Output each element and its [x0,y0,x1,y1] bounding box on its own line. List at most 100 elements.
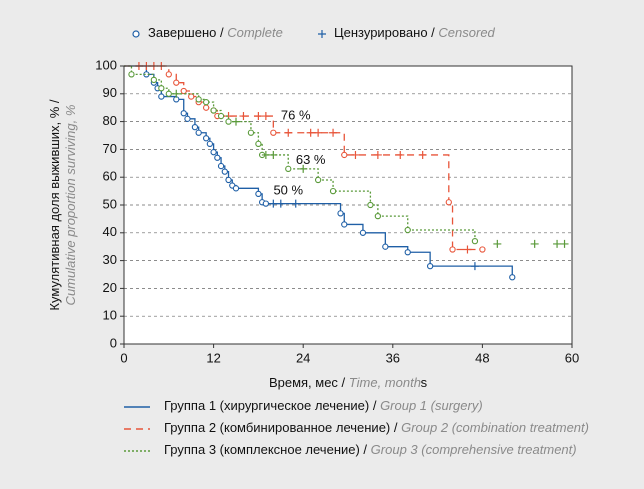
censored-marker [560,239,569,248]
censored-marker [329,128,338,137]
event-marker [217,112,225,120]
x-axis-label-part: Время, мес / [269,375,346,390]
censored-marker [269,150,278,159]
event-marker [270,129,277,136]
event-marker [374,212,382,220]
censored-marker [314,128,323,137]
event-marker [367,201,374,209]
event-marker [225,118,232,125]
y-axis-label-en-part: Cumulative proportion surviving, % [63,105,78,306]
legend-label-part: Группа 2 (комбинированное лечение) / [164,420,398,435]
event-marker [232,185,240,192]
x-tick-label: 60 [565,350,579,365]
legend-label: Группа 2 (комбинированное лечение) / Gro… [164,420,589,435]
censored-marker [373,150,382,159]
legend-label-part: Группа 3 (комплексное лечение) / [164,442,367,457]
event-marker [479,246,486,253]
censored-marker [470,262,479,271]
annotation: 76 % [281,107,311,122]
event-marker [255,190,262,198]
censored-marker [269,199,278,208]
event-marker [382,243,389,250]
legend-label: Группа 3 (комплексное лечение) / Group 3… [164,442,577,457]
event-marker [195,96,202,103]
y-tick-label: 30 [103,252,117,267]
survival-curve [124,65,483,251]
censored-marker [276,199,285,208]
event-marker [221,168,228,175]
x-tick-label: 12 [206,350,220,365]
censored-marker [396,150,405,159]
legend-label: Завершено / Complete [148,25,283,40]
legend-label-part: Group 1 (surgery) [380,398,483,413]
event-marker [509,274,516,281]
event-marker [471,237,479,245]
censored-marker [291,199,300,208]
legend-label-part: Complete [227,25,283,40]
event-marker [337,210,344,217]
legend-label-part: Завершено / [148,25,224,40]
event-marker [173,79,180,86]
event-marker [195,129,202,136]
censored-marker [351,150,360,159]
legend-label-part: Group 3 (comprehensive treatment) [371,442,577,457]
event-marker [255,140,262,147]
y-tick-label: 100 [95,57,117,72]
y-axis-label-part: Кумулятивная доля выживших, % / [47,99,62,310]
x-axis-label-part: Time, month [349,375,421,390]
event-marker [202,104,210,111]
censored-marker [239,112,248,121]
legend-label-part: Цензурировано / [334,25,435,40]
event-marker [180,87,187,95]
y-axis-label: Кумулятивная доля выживших, % / [47,99,62,310]
event-marker [247,129,255,136]
y-tick-label: 50 [103,196,117,211]
survival-curve [124,65,476,242]
event-marker [184,115,191,122]
event-marker [341,151,348,159]
event-marker [329,187,337,195]
x-tick-label: 24 [296,350,310,365]
event-marker [210,149,217,156]
event-marker [210,107,217,114]
censored-marker [232,117,240,126]
censored-marker [306,128,315,137]
censored-marker [530,239,539,248]
event-marker [214,154,221,161]
y-tick-label: 0 [110,335,117,350]
y-tick-label: 80 [103,113,117,128]
legend-label-part: Группа 1 (хирургическое лечение) / [164,398,377,413]
censored-marker [463,245,472,254]
x-axis-label-suffix: s [421,375,428,390]
legend-label: Группа 1 (хирургическое лечение) / Group… [164,398,483,413]
censored-marker [493,239,502,248]
y-tick-label: 90 [103,85,117,100]
censored-marker [261,112,270,121]
event-marker [191,124,199,131]
event-marker [158,85,165,92]
event-marker [165,90,172,97]
event-marker [404,226,411,234]
y-tick-label: 20 [103,280,117,295]
event-marker [180,110,187,117]
censored-marker [418,150,427,159]
event-marker [128,71,135,78]
event-marker [202,98,210,106]
x-axis-label: Время, мес / Time, month s [269,375,428,390]
event-marker [426,263,434,270]
censored-marker [299,164,308,173]
event-marker [225,176,232,184]
event-marker [165,71,172,78]
event-marker [359,229,367,236]
event-marker [150,76,158,84]
censored-marker [254,112,263,121]
legend-marker [318,30,326,38]
x-tick-label: 36 [386,350,400,365]
censored-marker [553,239,562,248]
event-marker [404,249,411,256]
legend-label: Цензурировано / Censored [334,25,496,40]
event-marker [341,221,348,228]
x-tick-label: 48 [475,350,489,365]
censored-marker [172,89,181,98]
